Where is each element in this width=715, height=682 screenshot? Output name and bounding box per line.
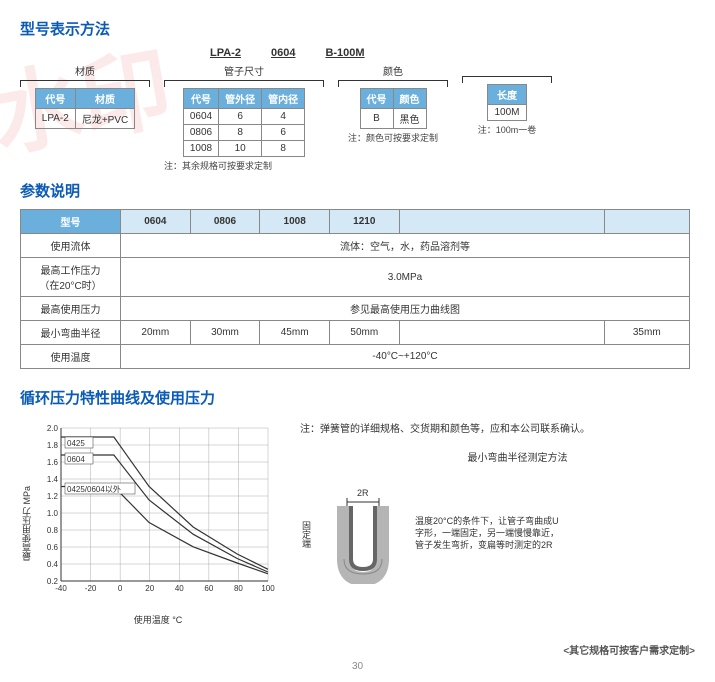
u-shape-icon: 2R — [319, 484, 409, 584]
table-row: 1008108 — [183, 141, 304, 157]
chart-ylabel: 最高使用压力 MPa — [20, 420, 33, 626]
svg-text:1.0: 1.0 — [47, 509, 59, 518]
col-material: 材质 — [75, 89, 134, 109]
param-row: 最小弯曲半径 20mm 30mm 45mm 50mm 35mm — [21, 321, 690, 345]
col-length: 长度 — [488, 85, 526, 105]
param-model-1: 0806 — [190, 210, 260, 234]
page-number: 30 — [20, 661, 695, 672]
col-od: 管外径 — [219, 89, 262, 109]
length-note: 注：100m一卷 — [478, 123, 537, 136]
svg-text:0425: 0425 — [67, 439, 85, 448]
section2-title: 参数说明 — [20, 180, 695, 201]
svg-text:40: 40 — [175, 584, 184, 593]
col-code: 代号 — [183, 89, 218, 109]
param-table: 型号 0604 0806 1008 1210 使用流体 流体：空气，水，药品溶剂… — [20, 209, 690, 369]
svg-text:2.0: 2.0 — [47, 424, 59, 433]
param-model-extra — [604, 210, 689, 234]
col-color: 颜色 — [393, 89, 426, 109]
col-code: 代号 — [35, 89, 75, 109]
col-id: 管内径 — [262, 89, 305, 109]
model-part-2: 0604 — [271, 47, 295, 59]
svg-text:1.2: 1.2 — [47, 492, 59, 501]
svg-text:0: 0 — [118, 584, 123, 593]
color-note: 注：颜色可按要求定制 — [348, 131, 438, 144]
param-row: 使用流体 流体：空气，水，药品溶剂等 — [21, 234, 690, 258]
svg-text:-40: -40 — [55, 584, 67, 593]
col-code: 代号 — [360, 89, 393, 109]
size-table: 代号管外径管内径 060464 080686 1008108 — [183, 88, 305, 157]
table-row: LPA-2尼龙+PVC — [35, 109, 134, 129]
param-model-3: 1210 — [329, 210, 399, 234]
svg-text:0425/0604以外: 0425/0604以外 — [67, 484, 121, 494]
model-part-1: LPA-2 — [210, 47, 241, 59]
svg-text:-20: -20 — [85, 584, 97, 593]
side-note: 注：弹簧管的详细规格、交货期和颜色等，应和本公司联系确认。 — [300, 420, 695, 435]
bend-diagram: 固定端 2R 温度20°C的条件下，让管子弯曲成U字形，一端固定，另一端慢慢靠近… — [300, 484, 695, 584]
param-model-blank — [399, 210, 604, 234]
chart-xlabel: 使用温度 °C — [33, 613, 283, 626]
model-code-row: LPA-2 0604 B-100M — [210, 47, 695, 59]
svg-text:80: 80 — [234, 584, 243, 593]
svg-text:1.4: 1.4 — [47, 475, 59, 484]
svg-text:0.4: 0.4 — [47, 560, 59, 569]
svg-text:1.6: 1.6 — [47, 458, 59, 467]
model-part-3: B-100M — [325, 47, 364, 59]
param-model-0: 0604 — [121, 210, 191, 234]
svg-text:0.6: 0.6 — [47, 543, 59, 552]
pressure-chart: 最高使用压力 MPa 2.01.81.61.41.21.00.80.60.40.… — [20, 420, 280, 626]
param-model-2: 1008 — [260, 210, 330, 234]
svg-text:0604: 0604 — [67, 455, 85, 464]
param-row: 最高使用压力 参见最高使用压力曲线图 — [21, 297, 690, 321]
bend-diag-desc: 温度20°C的条件下，让管子弯曲成U字形，一端固定，另一端慢慢靠近，管子发生弯折… — [415, 516, 565, 551]
size-note: 注：其余规格可按要求定制 — [164, 159, 272, 172]
svg-text:1.8: 1.8 — [47, 441, 59, 450]
section1-title: 型号表示方法 — [20, 18, 695, 39]
tubesize-label: 管子尺寸 — [224, 63, 264, 78]
fixed-end-label: 固定端 — [300, 521, 313, 548]
bend-diag-title: 最小弯曲半径测定方法 — [340, 449, 695, 464]
svg-text:2R: 2R — [357, 488, 369, 498]
param-hdr-model: 型号 — [21, 210, 121, 234]
material-table: 代号材质 LPA-2尼龙+PVC — [35, 88, 135, 129]
svg-text:20: 20 — [145, 584, 154, 593]
svg-text:60: 60 — [204, 584, 213, 593]
color-table: 代号颜色 B黑色 — [360, 88, 427, 129]
param-row: 最高工作压力 （在20°C时） 3.0MPa — [21, 258, 690, 297]
model-tables-row: 材质 代号材质 LPA-2尼龙+PVC 管子尺寸 代号管外径管内径 060464… — [20, 63, 695, 172]
section3-title: 循环压力特性曲线及使用压力 — [20, 387, 695, 408]
material-label: 材质 — [75, 63, 95, 78]
table-row: B黑色 — [360, 109, 426, 129]
color-label: 颜色 — [383, 63, 403, 78]
table-row: 060464 — [183, 109, 304, 125]
svg-text:0.8: 0.8 — [47, 526, 59, 535]
footer-text: <其它规格可按客户需求定制> — [20, 642, 695, 657]
table-row: 080686 — [183, 125, 304, 141]
length-table: 长度 100M — [487, 84, 526, 121]
table-row: 100M — [488, 105, 526, 121]
param-row: 使用温度 -40°C~+120°C — [21, 345, 690, 369]
svg-text:100: 100 — [261, 584, 275, 593]
chart-svg: 2.01.81.61.41.21.00.80.60.40.2-40-200204… — [33, 420, 283, 610]
